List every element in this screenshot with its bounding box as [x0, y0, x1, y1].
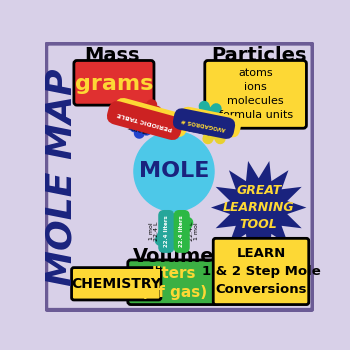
- FancyBboxPatch shape: [74, 61, 154, 105]
- Text: MOLE: MOLE: [139, 161, 209, 181]
- Text: PERIODIC TABLE: PERIODIC TABLE: [117, 111, 173, 131]
- FancyBboxPatch shape: [205, 61, 307, 128]
- Text: Mass: Mass: [85, 46, 140, 65]
- FancyBboxPatch shape: [213, 238, 309, 304]
- FancyBboxPatch shape: [72, 268, 161, 300]
- Text: 1 mol
22.4 L: 1 mol 22.4 L: [149, 222, 159, 241]
- Polygon shape: [211, 161, 307, 254]
- Text: 22.4 liters: 22.4 liters: [179, 216, 184, 247]
- Text: 6.02 X 10²³
1 mol: 6.02 X 10²³ 1 mol: [180, 118, 212, 134]
- Text: grams: grams: [75, 74, 153, 95]
- Text: AVOGADROS #: AVOGADROS #: [181, 117, 227, 131]
- Text: LEARN
1 & 2 Step Mole
Conversions: LEARN 1 & 2 Step Mole Conversions: [202, 247, 320, 296]
- Text: 1 mol
6.02 X 10²³: 1 mol 6.02 X 10²³: [202, 112, 234, 128]
- Text: Particles: Particles: [211, 46, 307, 65]
- FancyBboxPatch shape: [46, 43, 313, 310]
- Text: liters
(of gas): liters (of gas): [141, 266, 207, 300]
- Text: 22.4 L
1 mol: 22.4 L 1 mol: [189, 222, 199, 241]
- Text: grams
1 mol: grams 1 mol: [126, 116, 151, 134]
- Text: GREAT
LEARNING
TOOL: GREAT LEARNING TOOL: [223, 184, 294, 231]
- Text: atoms
ions
molecules
formula units: atoms ions molecules formula units: [218, 68, 293, 120]
- Text: 1 mol
grams: 1 mol grams: [145, 104, 169, 122]
- Text: PERIODIC TABLE: PERIODIC TABLE: [122, 107, 179, 127]
- Text: 22.4 liters: 22.4 liters: [164, 216, 169, 247]
- Text: Volume: Volume: [133, 246, 215, 266]
- Text: AVOGADROS #: AVOGADROS #: [188, 115, 233, 129]
- FancyBboxPatch shape: [128, 260, 220, 304]
- Circle shape: [134, 131, 214, 211]
- Text: CHEMISTRY: CHEMISTRY: [71, 277, 161, 291]
- Text: MOLE MAP: MOLE MAP: [44, 68, 78, 286]
